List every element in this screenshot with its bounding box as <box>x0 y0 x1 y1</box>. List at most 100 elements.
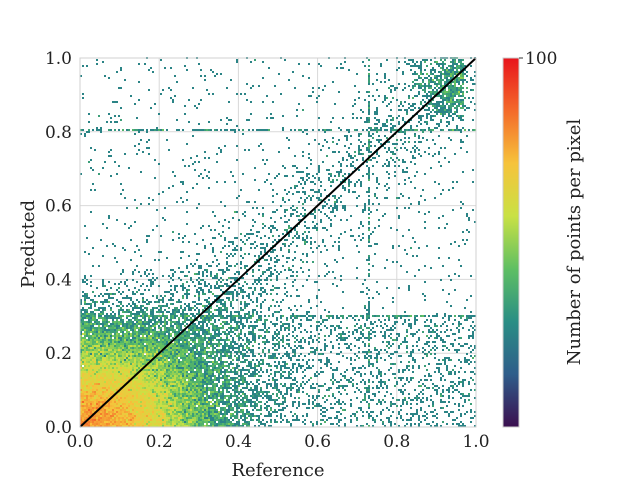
density-cell <box>114 413 116 415</box>
density-cell <box>338 387 340 389</box>
density-cell <box>244 355 246 357</box>
density-cell <box>158 405 160 407</box>
density-cell <box>330 387 332 389</box>
density-cell <box>216 361 218 363</box>
density-cell <box>146 347 148 349</box>
density-cell <box>176 373 178 375</box>
density-cell <box>350 405 352 407</box>
density-cell <box>218 417 220 419</box>
density-cell <box>134 407 136 409</box>
density-cell <box>126 343 128 345</box>
density-cell <box>130 399 132 401</box>
density-cell <box>182 367 184 369</box>
density-cell <box>198 365 200 367</box>
density-cell <box>252 351 254 353</box>
density-cell <box>144 367 146 369</box>
density-cell <box>150 421 152 423</box>
density-cell <box>254 337 256 339</box>
density-cell <box>226 351 228 353</box>
density-cell <box>130 353 132 355</box>
density-cell <box>256 379 258 381</box>
density-cell <box>148 381 150 383</box>
density-cell <box>138 379 140 381</box>
density-cell <box>302 391 304 393</box>
density-cell <box>168 333 170 335</box>
density-cell <box>222 365 224 367</box>
density-cell <box>358 367 360 369</box>
density-cell <box>286 405 288 407</box>
density-cell <box>412 399 414 401</box>
density-cell <box>122 397 124 399</box>
density-cell <box>122 383 124 385</box>
density-cell <box>240 375 242 377</box>
density-cell <box>160 395 162 397</box>
density-cell <box>158 365 160 367</box>
density-cell <box>468 363 470 365</box>
density-cell <box>128 371 130 373</box>
density-cell <box>154 369 156 371</box>
density-cell <box>420 409 422 411</box>
density-cell <box>186 399 188 401</box>
density-cell <box>194 381 196 383</box>
density-cell <box>186 371 188 373</box>
density-cell <box>120 397 122 399</box>
density-cell <box>212 409 214 411</box>
density-cell <box>122 401 124 403</box>
density-cell <box>158 351 160 353</box>
density-cell <box>224 343 226 345</box>
density-cell <box>350 381 352 383</box>
density-cell <box>392 411 394 413</box>
density-cell <box>88 393 90 395</box>
density-cell <box>118 409 120 411</box>
density-cell <box>152 403 154 405</box>
density-cell <box>102 423 104 425</box>
density-cell <box>172 413 174 415</box>
density-cell <box>174 401 176 403</box>
density-cell <box>160 417 162 419</box>
density-cell <box>186 345 188 347</box>
density-cell <box>84 349 86 351</box>
density-cell <box>400 417 402 419</box>
density-cell <box>468 335 470 337</box>
density-cell <box>254 367 256 369</box>
density-cell <box>156 381 158 383</box>
density-cell <box>182 425 184 427</box>
density-cell <box>184 349 186 351</box>
density-cell <box>176 417 178 419</box>
density-cell <box>164 361 166 363</box>
density-cell <box>162 365 164 367</box>
density-cell <box>190 373 192 375</box>
density-cell <box>230 423 232 425</box>
density-cell <box>200 415 202 417</box>
density-cell <box>272 339 274 341</box>
density-cell <box>262 337 264 339</box>
density-cell <box>152 369 154 371</box>
density-cell <box>194 345 196 347</box>
density-cell <box>194 389 196 391</box>
density-cell <box>144 403 146 405</box>
density-cell <box>144 351 146 353</box>
density-cell <box>114 405 116 407</box>
density-cell <box>96 367 98 369</box>
density-cell <box>216 371 218 373</box>
density-cell <box>146 343 148 345</box>
density-cell <box>184 359 186 361</box>
density-cell <box>250 341 252 343</box>
density-cell <box>336 423 338 425</box>
density-cell <box>142 335 144 337</box>
density-cell <box>194 339 196 341</box>
density-cell <box>88 335 90 337</box>
density-cell <box>80 391 82 393</box>
density-cell <box>122 425 124 427</box>
density-cell <box>406 345 408 347</box>
density-cell <box>130 397 132 399</box>
density-cell <box>172 381 174 383</box>
density-cell <box>318 389 320 391</box>
density-cell <box>298 403 300 405</box>
density-cell <box>188 365 190 367</box>
density-cell <box>332 369 334 371</box>
density-cell <box>362 341 364 343</box>
density-cell <box>434 389 436 391</box>
density-cell <box>308 407 310 409</box>
density-cell <box>274 401 276 403</box>
